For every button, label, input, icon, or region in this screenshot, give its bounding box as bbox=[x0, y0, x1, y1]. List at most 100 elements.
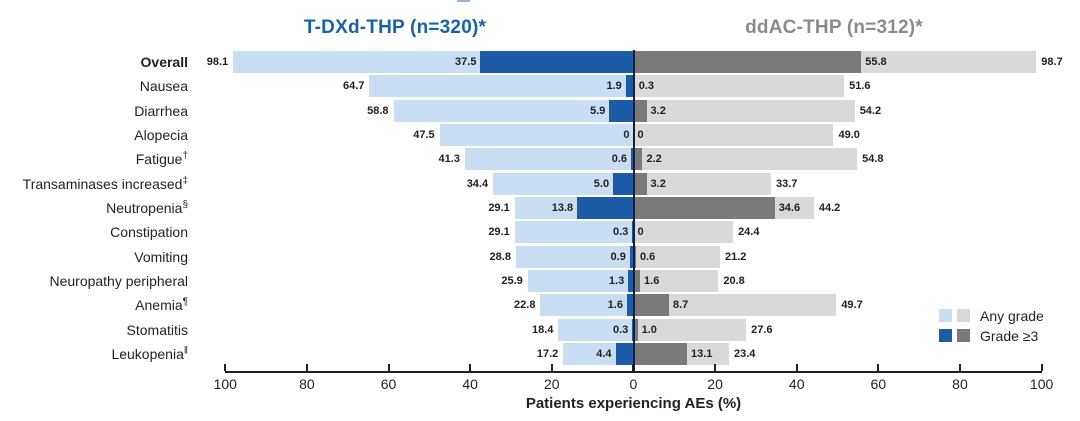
bar-left-grade3 bbox=[625, 75, 634, 98]
axis-tick bbox=[795, 364, 798, 371]
any-grade-blue-swatch bbox=[939, 309, 952, 322]
row-label: Fatigue† bbox=[135, 150, 188, 168]
axis-tick-label: 20 bbox=[707, 376, 723, 392]
value-label-right-any: 49.7 bbox=[841, 299, 863, 312]
bar-right-any bbox=[633, 245, 721, 268]
value-label-left-any: 47.5 bbox=[413, 128, 435, 141]
axis-tick-label: 80 bbox=[952, 376, 968, 392]
grade3-blue-swatch bbox=[939, 329, 952, 342]
axis-tick bbox=[1040, 364, 1043, 371]
legend-grade3-label: Grade ≥3 bbox=[980, 328, 1039, 344]
axis-tick bbox=[714, 364, 717, 371]
bar-right-grade3 bbox=[633, 342, 687, 365]
value-label-right-any: 20.8 bbox=[723, 274, 745, 287]
value-label-right-any: 21.2 bbox=[725, 250, 747, 263]
legend-any-grade-label: Any grade bbox=[980, 308, 1044, 324]
axis-tick-label: 100 bbox=[1029, 376, 1054, 392]
value-label-left-grade3: 37.5 bbox=[455, 56, 477, 68]
axis-tick-label: 40 bbox=[462, 376, 478, 392]
bar-right-grade3 bbox=[633, 245, 636, 268]
bar-left-any bbox=[439, 123, 634, 146]
value-label-right-any: 54.2 bbox=[859, 104, 882, 117]
bar-right-any bbox=[633, 123, 834, 146]
value-label-right-any: 24.4 bbox=[738, 226, 760, 239]
value-label-left-grade3: 0 bbox=[623, 128, 630, 141]
axis-tick-label: 100 bbox=[213, 376, 237, 392]
axis-tick bbox=[469, 364, 472, 371]
row-label: Vomiting bbox=[134, 248, 188, 265]
value-label-right-grade3: 2.2 bbox=[646, 153, 662, 166]
bar-right-any bbox=[633, 269, 719, 292]
bar-right-grade3 bbox=[633, 294, 669, 317]
axis-tick bbox=[958, 364, 961, 371]
left-group-title: T-DXd-THP (n=320)* bbox=[303, 17, 487, 38]
value-label-left-any: 22.8 bbox=[514, 299, 536, 312]
value-label-left-any: 98.1 bbox=[206, 56, 229, 68]
value-label-right-grade3: 0 bbox=[637, 128, 644, 141]
axis-tick-label: 60 bbox=[870, 376, 887, 392]
bar-left-any bbox=[393, 99, 634, 122]
value-label-right-grade3: 1.6 bbox=[644, 274, 660, 287]
value-label-right-grade3: 1.0 bbox=[641, 323, 657, 336]
x-axis-title: Patients experiencing AEs (%) bbox=[525, 395, 742, 412]
value-label-left-any: 29.1 bbox=[488, 201, 510, 214]
value-label-left-any: 28.8 bbox=[489, 250, 511, 263]
value-label-right-any: 49.0 bbox=[838, 128, 860, 141]
bar-right-any bbox=[633, 294, 837, 317]
bar-right-any bbox=[633, 318, 747, 341]
value-label-right-grade3: 8.7 bbox=[673, 299, 689, 312]
bar-left-grade3 bbox=[480, 51, 634, 73]
cropped-text-artifact bbox=[457, 0, 470, 2]
row-label: Neutropenia§ bbox=[106, 199, 188, 216]
axis-tick-label: 20 bbox=[544, 376, 560, 392]
value-label-right-any: 44.2 bbox=[818, 201, 841, 214]
value-label-right-grade3: 0.6 bbox=[639, 250, 656, 263]
row-label: Alopecia bbox=[134, 126, 188, 143]
value-label-left-grade3: 1.9 bbox=[606, 80, 622, 93]
row-label: Neuropathy peripheral bbox=[49, 272, 188, 289]
value-label-right-grade3: 3.2 bbox=[650, 177, 666, 190]
right-group-title: ddAC-THP (n=312)* bbox=[745, 17, 923, 38]
bar-right-grade3 bbox=[633, 269, 641, 292]
value-label-right-any: 23.4 bbox=[733, 347, 756, 360]
value-label-left-any: 41.3 bbox=[438, 153, 460, 166]
value-label-right-grade3: 3.2 bbox=[650, 104, 666, 117]
value-label-right-any: 54.8 bbox=[862, 153, 884, 166]
value-label-left-any: 34.4 bbox=[466, 177, 489, 190]
axis-tick bbox=[550, 364, 553, 371]
row-label: Leukopenia‖ bbox=[111, 345, 188, 362]
value-label-right-any: 51.6 bbox=[849, 80, 871, 93]
bar-left-grade3 bbox=[631, 148, 634, 171]
value-label-left-grade3: 5.0 bbox=[593, 177, 610, 190]
bar-right-any bbox=[633, 75, 845, 98]
bar-right-grade3 bbox=[633, 51, 862, 73]
bar-right-grade3 bbox=[633, 99, 647, 122]
row-label: Constipation bbox=[110, 224, 188, 241]
row-label: Transaminases increased‡ bbox=[22, 174, 188, 192]
value-label-right-grade3: 13.1 bbox=[690, 347, 713, 360]
value-label-left-grade3: 0.3 bbox=[612, 226, 629, 239]
value-label-left-any: 58.8 bbox=[367, 104, 389, 117]
value-label-right-grade3: 0.3 bbox=[638, 80, 655, 93]
row-label: Stomatitis bbox=[126, 321, 188, 338]
value-label-left-any: 25.9 bbox=[501, 274, 523, 287]
bar-right-grade3 bbox=[633, 172, 647, 195]
bar-left-grade3 bbox=[626, 294, 634, 317]
zero-axis-line bbox=[632, 50, 635, 373]
bar-left-grade3 bbox=[577, 196, 634, 219]
bar-right-grade3 bbox=[633, 148, 643, 171]
value-label-left-grade3: 1.6 bbox=[607, 299, 623, 312]
value-label-right-grade3: 55.8 bbox=[865, 56, 887, 68]
value-label-left-any: 64.7 bbox=[343, 80, 365, 93]
bar-right-grade3 bbox=[633, 196, 775, 219]
axis-tick bbox=[387, 364, 390, 371]
value-label-left-grade3: 4.4 bbox=[596, 347, 612, 360]
axis-tick-label: 0 bbox=[629, 376, 638, 392]
bar-left-any bbox=[369, 75, 634, 98]
axis-tick bbox=[877, 364, 880, 371]
axis-tick bbox=[224, 364, 227, 371]
bar-left-any bbox=[558, 318, 634, 341]
row-label: Diarrhea bbox=[134, 102, 188, 119]
value-label-right-grade3: 0 bbox=[637, 226, 644, 239]
